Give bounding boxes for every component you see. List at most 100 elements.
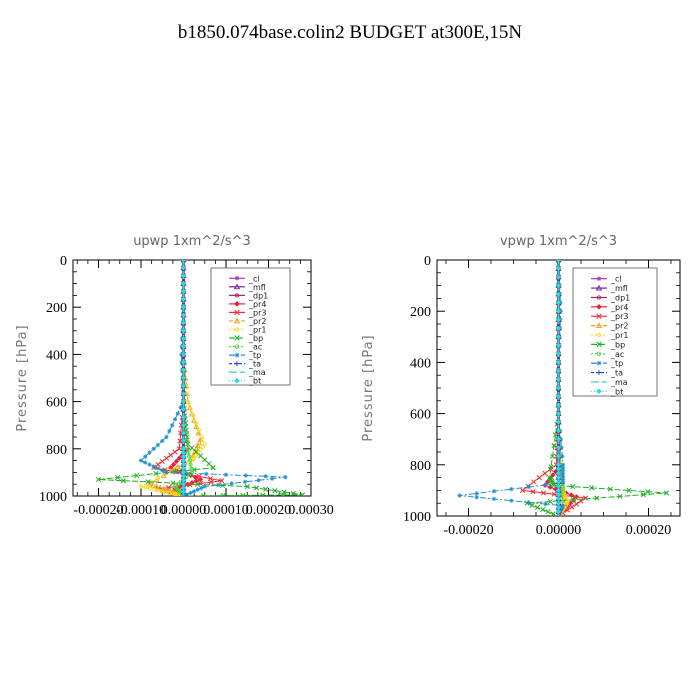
series-marker-tp — [491, 489, 497, 494]
legend-marker — [596, 304, 602, 310]
legend-label: _tp — [248, 351, 261, 360]
y-tick-label: 200 — [410, 305, 431, 320]
legend-marker — [595, 322, 603, 328]
legend-box — [210, 267, 291, 386]
y-tick-label: 0 — [60, 254, 67, 269]
legend-label: _ac — [248, 343, 262, 352]
legend-marker — [596, 351, 602, 356]
series-marker-bp — [548, 464, 554, 470]
x-tick-label: -0.00010 — [116, 503, 166, 518]
series-marker-pr1 — [202, 442, 207, 447]
series-marker-tp — [178, 405, 183, 410]
series-marker-pr2 — [194, 442, 201, 448]
series-marker-tp — [143, 460, 148, 465]
series-marker-tp — [160, 438, 165, 444]
series-marker-pr1 — [564, 499, 569, 504]
series-marker-bp — [570, 484, 576, 490]
legend-label: _bp — [248, 334, 263, 343]
series-marker-tp — [199, 485, 204, 491]
series-marker-bt — [180, 304, 187, 310]
legend-label: _pr1 — [248, 326, 266, 335]
series-marker-pr4 — [550, 472, 556, 478]
series-marker-pr3 — [208, 479, 214, 485]
y-tick-label: 1000 — [403, 510, 431, 525]
series-marker-bt — [180, 438, 187, 444]
series-marker-bp — [607, 486, 613, 492]
series-marker-ac — [189, 466, 194, 471]
legend-marker — [596, 388, 602, 395]
series-marker-pr3 — [163, 455, 170, 461]
series-marker-bt — [555, 265, 562, 272]
y-tick-label: 400 — [46, 348, 67, 363]
series-marker-bt — [555, 393, 562, 400]
series-marker-bp — [220, 493, 226, 496]
series-marker-bp — [663, 490, 670, 496]
series-marker-bt — [555, 509, 562, 515]
series-marker-bt — [555, 351, 562, 357]
series-marker-tp — [175, 411, 181, 416]
series-marker-pr3 — [172, 449, 178, 455]
series-marker-bt — [555, 368, 562, 374]
series-marker-tp — [216, 482, 221, 488]
series-marker-tp — [269, 476, 275, 481]
series-marker-bp — [617, 493, 623, 499]
series-marker-tp — [560, 480, 566, 485]
series-marker-pr3 — [573, 501, 580, 507]
y-tick-label: 600 — [46, 396, 67, 411]
series-marker-bp — [115, 474, 121, 481]
legend-marker — [596, 370, 602, 375]
series-marker-pr1 — [194, 420, 199, 425]
legend-label: _pr3 — [610, 312, 628, 321]
series-marker-tp — [195, 487, 200, 492]
legend-label: _pr3 — [248, 308, 266, 317]
series-marker-bp — [552, 432, 559, 438]
series-marker-bp — [263, 486, 269, 492]
series-marker-tp — [560, 454, 565, 459]
series-marker-tp — [172, 417, 178, 422]
series-marker-ac — [185, 446, 190, 451]
legend: _cl_mfl_dp1_pr4_pr3_pr2_pr1_bp_ac_tp_ta_… — [210, 267, 291, 386]
series-marker-bp — [299, 492, 306, 496]
y-tick-label: 1000 — [39, 490, 67, 505]
series-marker-pr1 — [147, 486, 152, 491]
series-group — [95, 260, 306, 496]
legend-marker — [233, 317, 241, 324]
series-marker-tp — [509, 498, 514, 503]
series-marker-pr1 — [563, 494, 568, 499]
legend-marker — [596, 276, 602, 282]
series-marker-tp — [223, 472, 229, 477]
legend-marker — [234, 344, 240, 349]
series-marker-bt — [555, 376, 562, 383]
series-marker-tp — [560, 465, 566, 470]
legend-label: _ma — [610, 378, 628, 387]
series-marker-bt — [180, 375, 187, 381]
legend-label: _bp — [610, 340, 625, 349]
series-marker-bt — [555, 385, 562, 391]
series-marker-bt — [180, 280, 187, 287]
legend-label: _ta — [610, 369, 623, 378]
series-marker-pr1 — [139, 484, 143, 489]
series-marker-bp — [240, 492, 246, 496]
series-marker-bt — [180, 288, 187, 295]
series-marker-pr1 — [192, 455, 197, 460]
series-marker-pr3 — [582, 495, 589, 501]
series-marker-bp — [193, 449, 199, 455]
series-marker-bt — [180, 391, 187, 397]
panel-title: upwp 1xm^2/s^3 — [133, 234, 251, 249]
series-marker-pr1 — [198, 447, 203, 452]
series-marker-pr1 — [194, 453, 199, 458]
series-marker-tp — [560, 471, 566, 476]
y-tick-label: 400 — [410, 356, 431, 371]
series-marker-pr3 — [542, 470, 548, 476]
series-marker-bt — [555, 342, 562, 348]
series-marker-bt — [180, 422, 187, 428]
series-marker-tp — [164, 434, 169, 440]
legend-marker — [234, 335, 240, 341]
series-marker-bt — [180, 343, 187, 350]
series-marker-bt — [180, 328, 187, 334]
series-marker-tp — [457, 493, 462, 498]
series-marker-bp — [134, 472, 140, 479]
series-marker-pr3 — [159, 458, 165, 464]
legend-label: _cl — [610, 275, 622, 284]
series-marker-ac — [187, 454, 192, 459]
